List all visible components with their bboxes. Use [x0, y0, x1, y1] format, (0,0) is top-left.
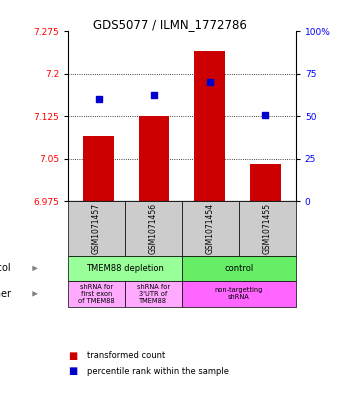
- Bar: [68, 201, 125, 255]
- Text: protocol: protocol: [0, 263, 11, 274]
- Point: [262, 112, 268, 118]
- Text: shRNA for
3'UTR of
TMEM88: shRNA for 3'UTR of TMEM88: [137, 284, 170, 304]
- Text: percentile rank within the sample: percentile rank within the sample: [87, 367, 229, 376]
- Bar: [83, 136, 114, 201]
- Bar: [125, 281, 182, 307]
- Text: GSM1071455: GSM1071455: [263, 203, 272, 254]
- Text: transformed count: transformed count: [87, 351, 165, 360]
- Bar: [250, 164, 280, 201]
- Text: GSM1071454: GSM1071454: [206, 203, 215, 254]
- Bar: [182, 201, 239, 255]
- Text: shRNA for
first exon
of TMEM88: shRNA for first exon of TMEM88: [78, 284, 115, 304]
- Bar: [68, 281, 125, 307]
- Text: ■: ■: [68, 366, 77, 376]
- Bar: [182, 281, 296, 307]
- Text: GDS5077 / ILMN_1772786: GDS5077 / ILMN_1772786: [93, 18, 247, 31]
- Text: TMEM88 depletion: TMEM88 depletion: [86, 264, 164, 273]
- Bar: [68, 255, 182, 281]
- Point: [207, 79, 212, 86]
- Text: control: control: [224, 264, 254, 273]
- Bar: [194, 51, 225, 201]
- Bar: [182, 255, 296, 281]
- Bar: [139, 116, 169, 201]
- Point: [151, 92, 157, 98]
- Bar: [125, 201, 182, 255]
- Bar: [239, 201, 296, 255]
- Text: ■: ■: [68, 351, 77, 361]
- Point: [96, 96, 101, 103]
- Text: other: other: [0, 289, 11, 299]
- Text: GSM1071457: GSM1071457: [92, 203, 101, 254]
- Text: GSM1071456: GSM1071456: [149, 203, 158, 254]
- Text: non-targetting
shRNA: non-targetting shRNA: [215, 287, 263, 300]
